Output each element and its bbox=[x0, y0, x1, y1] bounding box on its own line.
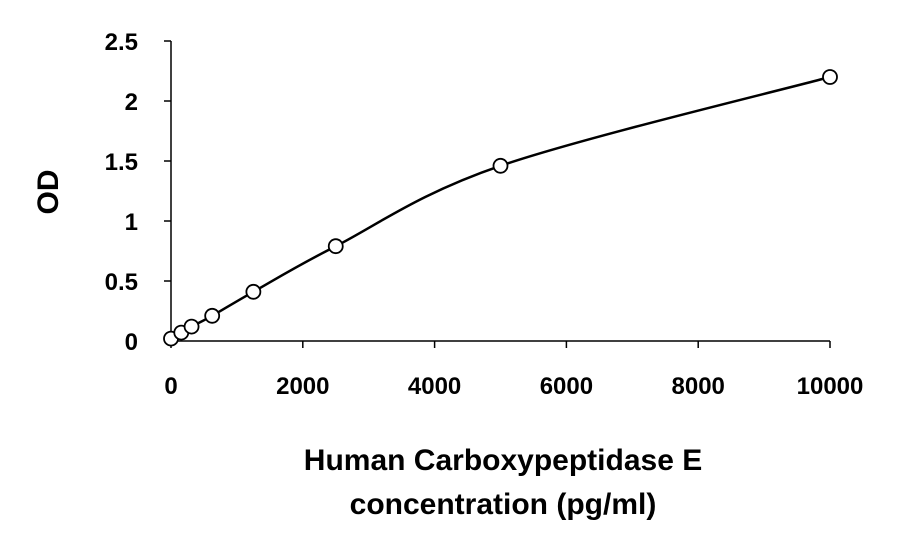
y-tick-label: 2 bbox=[125, 89, 138, 116]
x-tick-label: 6000 bbox=[540, 373, 593, 400]
data-point bbox=[492, 157, 509, 174]
data-point bbox=[204, 307, 221, 324]
y-ticks: 0 0.5 1 1.5 2 2.5 bbox=[105, 29, 171, 356]
data-point bbox=[327, 238, 344, 255]
data-point bbox=[245, 283, 262, 300]
y-axis: 0 0.5 1 1.5 2 2.5 bbox=[105, 29, 172, 356]
y-tick-label: 0 bbox=[125, 329, 138, 356]
y-axis-title: OD bbox=[32, 170, 65, 215]
x-axis-title-line-2: concentration (pg/ml) bbox=[350, 488, 657, 521]
x-tick-label: 0 bbox=[164, 373, 177, 400]
x-tick-label: 8000 bbox=[672, 373, 725, 400]
y-tick-label: 1 bbox=[125, 209, 138, 236]
x-tick-label: 10000 bbox=[797, 373, 864, 400]
x-axis: 0 2000 4000 6000 8000 10000 bbox=[164, 340, 863, 400]
y-tick-label: 2.5 bbox=[105, 29, 138, 56]
x-ticks: 0 2000 4000 6000 8000 10000 bbox=[164, 341, 863, 400]
fit-curve-line bbox=[170, 75, 831, 340]
data-points bbox=[163, 69, 838, 347]
x-tick-label: 4000 bbox=[408, 373, 461, 400]
data-point bbox=[822, 69, 838, 85]
y-tick-label: 0.5 bbox=[105, 269, 138, 296]
data-point bbox=[183, 318, 200, 335]
y-tick-label: 1.5 bbox=[105, 149, 138, 176]
x-axis-title-line-1: Human Carboxypeptidase E bbox=[304, 444, 702, 477]
x-tick-label: 2000 bbox=[276, 373, 329, 400]
